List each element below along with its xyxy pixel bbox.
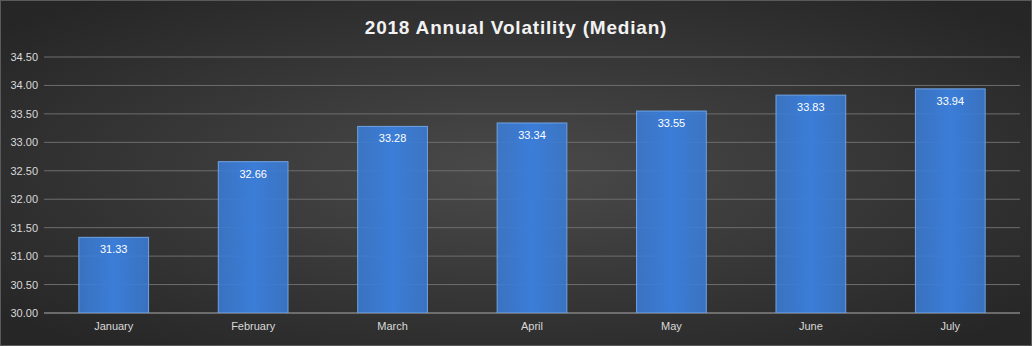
bar: [776, 95, 846, 313]
data-label: 33.83: [797, 101, 825, 113]
bar: [497, 123, 567, 313]
chart: 2018 Annual Volatility (Median) 30.00 30.5…: [0, 0, 1032, 346]
labels: 31.33 January 32.66 February 33.28 March 33.34…: [94, 95, 964, 332]
data-label: 31.33: [100, 243, 128, 255]
y-tick-label: 34.00: [10, 79, 38, 91]
x-tick-label: June: [799, 320, 823, 332]
grid-line: [44, 85, 1020, 86]
bar: [79, 237, 149, 313]
data-label: 33.34: [518, 129, 546, 141]
chart-border: [1, 1, 1032, 346]
y-tick-label: 33.50: [10, 108, 38, 120]
data-label: 33.55: [658, 117, 686, 129]
bar: [915, 89, 985, 313]
y-tick-label: 30.00: [10, 307, 38, 319]
x-tick-label: April: [521, 320, 543, 332]
bar: [218, 162, 288, 313]
data-label: 33.94: [937, 95, 965, 107]
x-tick-label: January: [94, 320, 134, 332]
y-tick-label: 32.50: [10, 165, 38, 177]
data-label: 33.28: [379, 132, 407, 144]
bar: [637, 111, 707, 313]
y-tick-label: 31.50: [10, 222, 38, 234]
grid-line: [44, 57, 1020, 58]
grid-line: [44, 113, 1020, 114]
title: 2018 Annual Volatility (Median): [365, 17, 667, 38]
y-tick-label: 31.00: [10, 250, 38, 262]
y-tick-label: 34.50: [10, 51, 38, 63]
x-tick-label: May: [661, 320, 682, 332]
y-tick-label: 30.50: [10, 279, 38, 291]
background: [0, 0, 1032, 346]
data-label: 32.66: [239, 168, 267, 180]
bars: [79, 89, 985, 313]
bar: [358, 126, 428, 313]
x-tick-label: March: [377, 320, 408, 332]
y-tick-label: 33.00: [10, 136, 38, 148]
x-tick-label: February: [231, 320, 276, 332]
y-tick-label: 32.00: [10, 193, 38, 205]
x-tick-label: July: [941, 320, 961, 332]
